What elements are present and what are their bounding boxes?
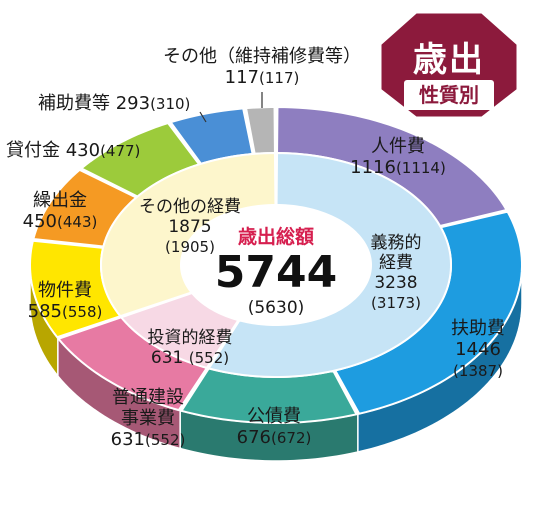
center-total: 5744 — [215, 247, 337, 298]
outer-label-3-part-1-0: 事業費 — [121, 408, 175, 429]
center-title: 歳出総額 — [238, 225, 314, 248]
outer-label-7-line-0: 補助費等 293(310) — [38, 93, 190, 114]
inner-label-0-line-1: 経費 — [379, 253, 413, 273]
outer-label-1-part-0-0: 扶助費 — [451, 318, 505, 339]
category-badge: 歳出 性質別 — [378, 10, 520, 120]
leader-line-subsidies — [199, 111, 207, 123]
inner-label-0-line-0: 義務的 — [371, 233, 422, 253]
inner-label-0-line-2: 3238 — [374, 273, 417, 293]
inner-label-2-part-2-0: (1905) — [165, 238, 215, 256]
outer-label-5-line-0: 繰出金 — [33, 190, 87, 211]
inner-label-0-line-3: (3173) — [371, 294, 421, 312]
inner-label-2-part-1-0: 1875 — [168, 217, 211, 237]
outer-label-2-part-1-0: 676 — [237, 427, 271, 448]
outer-label-5-part-0-0: 繰出金 — [33, 190, 87, 211]
outer-label-1-part-1-0: 1446 — [455, 339, 501, 360]
outer-label-1-line-0: 扶助費 — [451, 318, 505, 339]
outer-label-4-line-0: 物件費 — [38, 280, 92, 301]
outer-label-5-line-1: 450(443) — [23, 211, 98, 232]
outer-label-1: 扶助費 1446 (1387) — [451, 318, 505, 380]
inner-label-2-part-0-0: その他の経費 — [139, 197, 241, 217]
outer-label-1-part-2-0: (1387) — [453, 362, 503, 380]
outer-label-0-line-0: 人件費 — [371, 136, 425, 157]
inner-label-0-part-1-0: 経費 — [379, 253, 413, 273]
outer-label-1-line-1: 1446 — [455, 339, 501, 360]
outer-label-2-line-0: 公債費 — [247, 406, 301, 427]
inner-label-1-line-0: 投資的経費 — [148, 328, 233, 348]
outer-label-3-part-0-0: 普通建設 — [112, 387, 184, 408]
inner-label-2-line-2: (1905) — [165, 238, 215, 256]
outer-label-2-line-1: 676(672) — [237, 427, 312, 448]
outer-label-4-part-1-0: 585 — [28, 301, 62, 322]
center-prev-line-0: (5630) — [248, 298, 305, 318]
outer-label-4-line-1: 585(558) — [28, 301, 103, 322]
inner-label-2-line-0: その他の経費 — [139, 197, 241, 217]
outer-label-2-part-1-1: (672) — [271, 429, 311, 447]
badge-subtitle: 性質別 — [404, 80, 494, 110]
outer-label-3-line-1: 事業費 — [121, 408, 175, 429]
outer-label-0-part-0-0: 人件費 — [371, 136, 425, 157]
outer-label-7-part-0-1: (310) — [150, 95, 190, 113]
outer-label-8-part-0-0: その他（維持補修費等） — [163, 46, 361, 67]
center-total-line-0: 5744 — [215, 247, 337, 298]
outer-label-5-part-1-0: 450 — [23, 211, 57, 232]
outer-label-8: その他（維持補修費等） 117(117) — [163, 46, 361, 88]
inner-label-1-part-1-0: 631 — [151, 348, 189, 368]
outer-label-3: 普通建設事業費 631(552) — [111, 387, 186, 450]
center-title-part-0-0: 歳出総額 — [238, 225, 314, 248]
outer-label-0-line-1: 1116(1114) — [350, 157, 446, 178]
inner-label-1-part-0-0: 投資的経費 — [148, 328, 233, 348]
outer-label-7: 補助費等 293(310) — [38, 93, 190, 114]
center-title-line-0: 歳出総額 — [238, 225, 314, 248]
outer-label-6-part-0-1: (477) — [100, 142, 140, 160]
outer-label-0-part-1-0: 1116 — [350, 157, 396, 178]
outer-label-1-line-2: (1387) — [453, 362, 503, 380]
outer-label-8-line-1: 117(117) — [225, 67, 300, 88]
outer-label-0-part-1-1: (1114) — [396, 159, 446, 177]
outer-label-4: 物件費 585(558) — [28, 280, 103, 322]
inner-label-0-part-2-0: 3238 — [374, 273, 417, 293]
badge-title: 歳出 — [413, 40, 485, 80]
inner-label-0-part-0-0: 義務的 — [371, 233, 422, 253]
outer-label-2-part-0-0: 公債費 — [247, 406, 301, 427]
outer-label-3-part-2-0: 631 — [111, 429, 145, 450]
outer-label-6-part-0-0: 貸付金 430 — [6, 140, 100, 161]
outer-label-3-part-2-1: (552) — [145, 431, 185, 449]
outer-label-5-part-1-1: (443) — [57, 213, 97, 231]
inner-label-0-part-3-0: (3173) — [371, 294, 421, 312]
inner-label-2: その他の経費 1875 (1905) — [139, 197, 241, 256]
center-prev-part-0-0: (5630) — [248, 298, 305, 318]
outer-label-2: 公債費 676(672) — [237, 406, 312, 448]
outer-label-6: 貸付金 430(477) — [6, 140, 140, 161]
outer-label-7-part-0-0: 補助費等 293 — [38, 93, 150, 114]
outer-label-0: 人件費 1116(1114) — [350, 136, 446, 178]
outer-label-8-part-1-1: (117) — [259, 69, 299, 87]
inner-label-1-line-1: 631 (552) — [151, 348, 229, 368]
inner-label-0: 義務的経費 3238 (3173) — [371, 233, 422, 312]
outer-label-3-line-2: 631(552) — [111, 429, 186, 450]
outer-label-8-part-1-0: 117 — [225, 67, 259, 88]
outer-label-4-part-0-0: 物件費 — [38, 280, 92, 301]
inner-label-1-part-1-1: (552) — [189, 349, 229, 367]
inner-label-1: 投資的経費 631 (552) — [148, 328, 233, 368]
outer-label-6-line-0: 貸付金 430(477) — [6, 140, 140, 161]
outer-label-5: 繰出金 450(443) — [23, 190, 98, 232]
center-prev: (5630) — [248, 298, 305, 318]
center-total-part-0-0: 5744 — [215, 247, 337, 298]
inner-label-2-line-1: 1875 — [168, 217, 211, 237]
donut-hole — [181, 205, 371, 325]
outer-label-8-line-0: その他（維持補修費等） — [163, 46, 361, 67]
outer-label-3-line-0: 普通建設 — [112, 387, 184, 408]
outer-label-4-part-1-1: (558) — [62, 303, 102, 321]
